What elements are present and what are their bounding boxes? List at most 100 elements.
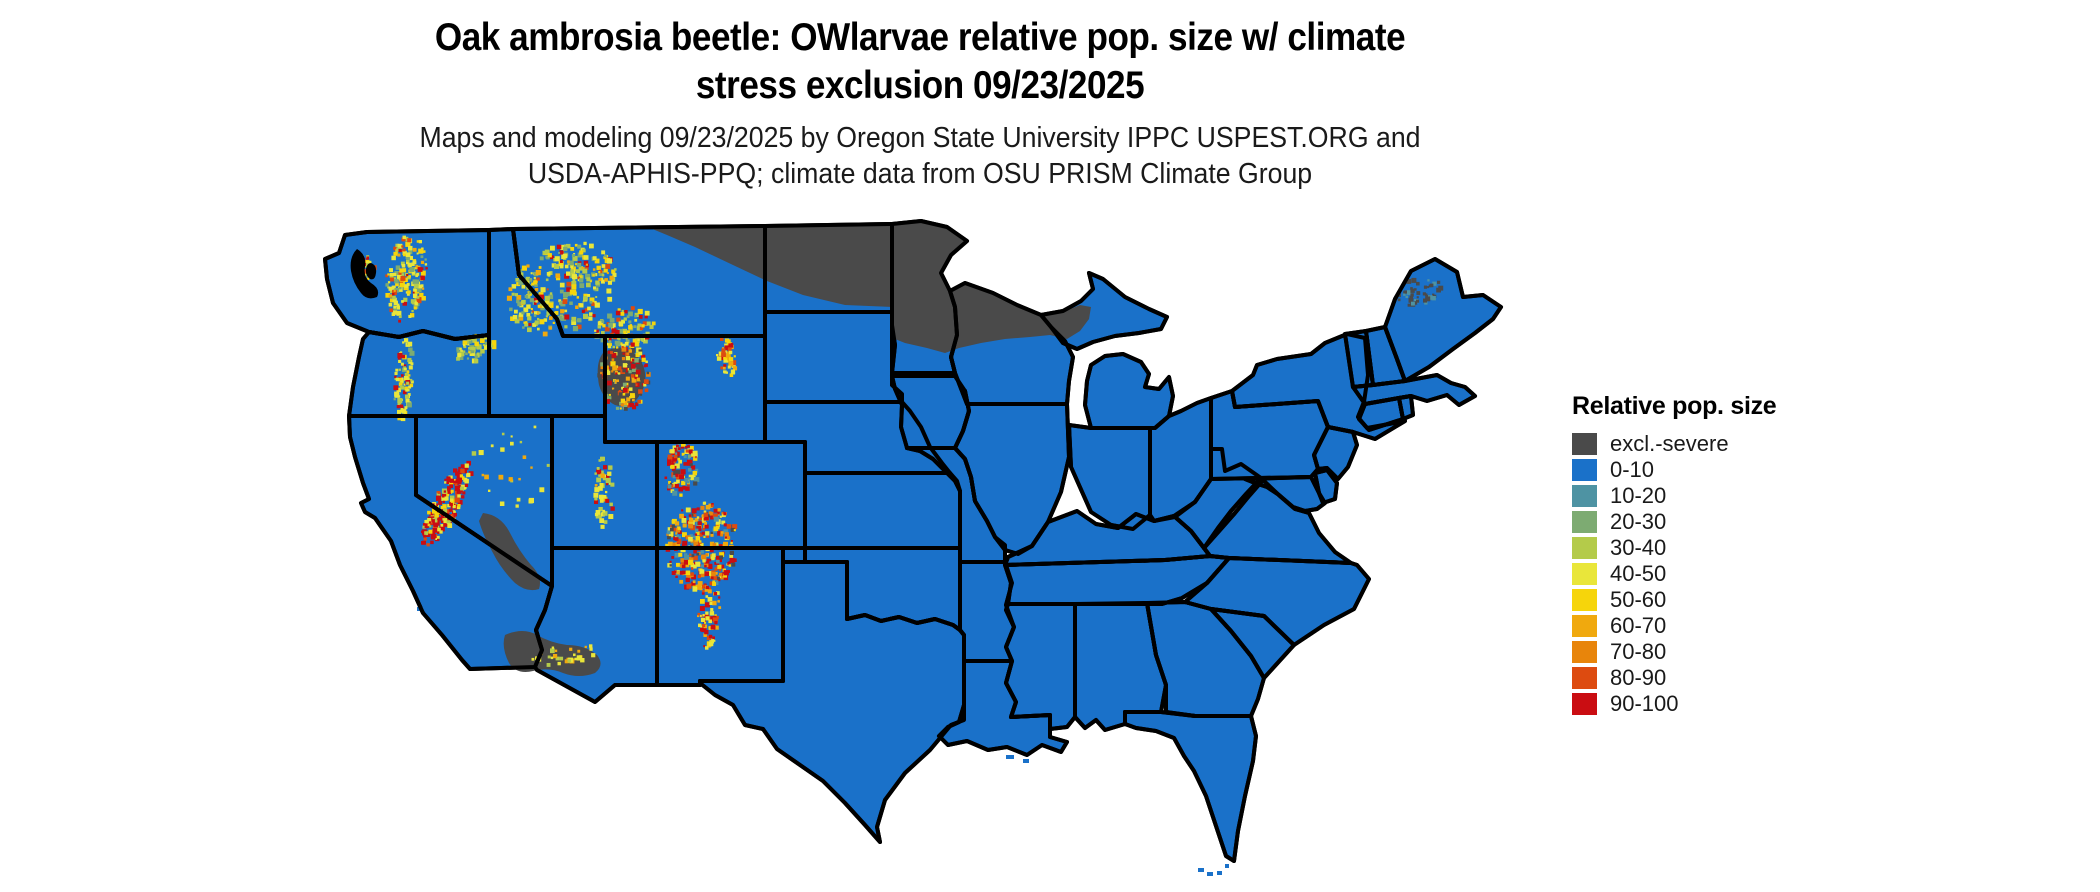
speckle xyxy=(416,298,422,304)
speckle xyxy=(577,252,583,258)
speckle xyxy=(608,337,612,342)
state-border xyxy=(1123,710,1258,863)
speckle xyxy=(421,541,425,545)
speckle xyxy=(708,619,712,624)
speckle xyxy=(591,301,596,306)
speckle xyxy=(408,365,413,370)
speckle xyxy=(682,540,688,546)
speckle xyxy=(1411,277,1417,283)
speckle xyxy=(417,287,422,293)
speckle xyxy=(681,509,684,512)
speckle xyxy=(716,591,720,595)
state-border xyxy=(948,281,1075,406)
speckle xyxy=(682,523,687,528)
speckle xyxy=(425,267,428,270)
speckle xyxy=(672,456,677,462)
speckle xyxy=(587,294,591,297)
speckle xyxy=(622,329,626,332)
speckle xyxy=(716,555,720,560)
speckle xyxy=(396,303,400,307)
speckle xyxy=(394,392,400,398)
speckle xyxy=(447,503,451,508)
speckle xyxy=(614,340,619,345)
speckle xyxy=(724,534,729,539)
legend-swatch xyxy=(1572,537,1597,559)
speckle xyxy=(610,506,615,511)
speckle xyxy=(638,349,643,354)
speckle xyxy=(625,337,628,340)
speckle xyxy=(672,542,677,547)
speckle xyxy=(694,456,697,459)
speckle xyxy=(708,641,714,647)
legend-label: 10-20 xyxy=(1610,483,1667,508)
speckle xyxy=(571,254,575,258)
speckle xyxy=(396,310,402,316)
speckle xyxy=(516,295,522,300)
speckle xyxy=(723,529,729,535)
speckle xyxy=(674,552,680,558)
speckle xyxy=(649,324,654,329)
speckle xyxy=(474,355,478,359)
speckle xyxy=(577,324,582,330)
speckle xyxy=(408,385,412,389)
speckle xyxy=(393,246,398,251)
speckle xyxy=(704,515,709,520)
speckle xyxy=(614,379,619,384)
speckle xyxy=(400,386,405,390)
speckle xyxy=(440,520,444,524)
speckle xyxy=(673,452,678,456)
speckle xyxy=(724,350,727,354)
speckle xyxy=(703,510,707,514)
state-border xyxy=(1312,425,1359,481)
speckle xyxy=(711,553,716,558)
speckle xyxy=(641,357,646,362)
speckle xyxy=(598,474,601,477)
speckle xyxy=(562,299,568,304)
speckle xyxy=(641,383,645,386)
speckle xyxy=(446,511,450,515)
speckle xyxy=(664,476,668,480)
speckle xyxy=(531,310,534,313)
speckle xyxy=(389,290,393,294)
speckle xyxy=(710,624,716,630)
speckle xyxy=(628,320,632,324)
speckle xyxy=(621,309,624,313)
speckle xyxy=(688,559,694,565)
speckle xyxy=(468,347,471,350)
speckle xyxy=(456,356,460,361)
speckle xyxy=(710,531,713,534)
speckle xyxy=(476,344,482,350)
speckle xyxy=(601,331,605,335)
speckle xyxy=(397,243,403,249)
speckle xyxy=(594,287,599,292)
speckle xyxy=(566,271,571,276)
speckle xyxy=(678,535,681,539)
speckle xyxy=(444,496,449,501)
speckle xyxy=(462,340,468,345)
speckle xyxy=(442,500,445,503)
speckle xyxy=(685,577,690,583)
speckle xyxy=(457,494,461,498)
speckle xyxy=(442,508,448,513)
speckle xyxy=(578,266,584,271)
speckle xyxy=(696,526,702,531)
island xyxy=(1217,871,1222,875)
speckle xyxy=(566,243,571,249)
speckle xyxy=(407,393,411,396)
speckle xyxy=(405,291,409,294)
speckle xyxy=(448,509,452,512)
speckle xyxy=(600,365,605,370)
speckle xyxy=(521,265,527,271)
state-border xyxy=(1383,257,1503,383)
legend-label: 0-10 xyxy=(1610,457,1655,482)
speckle xyxy=(597,373,602,378)
speckle xyxy=(676,474,681,480)
speckle xyxy=(611,328,617,334)
speckle xyxy=(600,456,605,462)
speckle xyxy=(468,340,472,344)
speckle xyxy=(697,612,701,616)
speckle xyxy=(509,307,513,312)
speckle xyxy=(569,301,573,305)
speckle xyxy=(630,364,636,369)
speckle xyxy=(643,383,647,387)
